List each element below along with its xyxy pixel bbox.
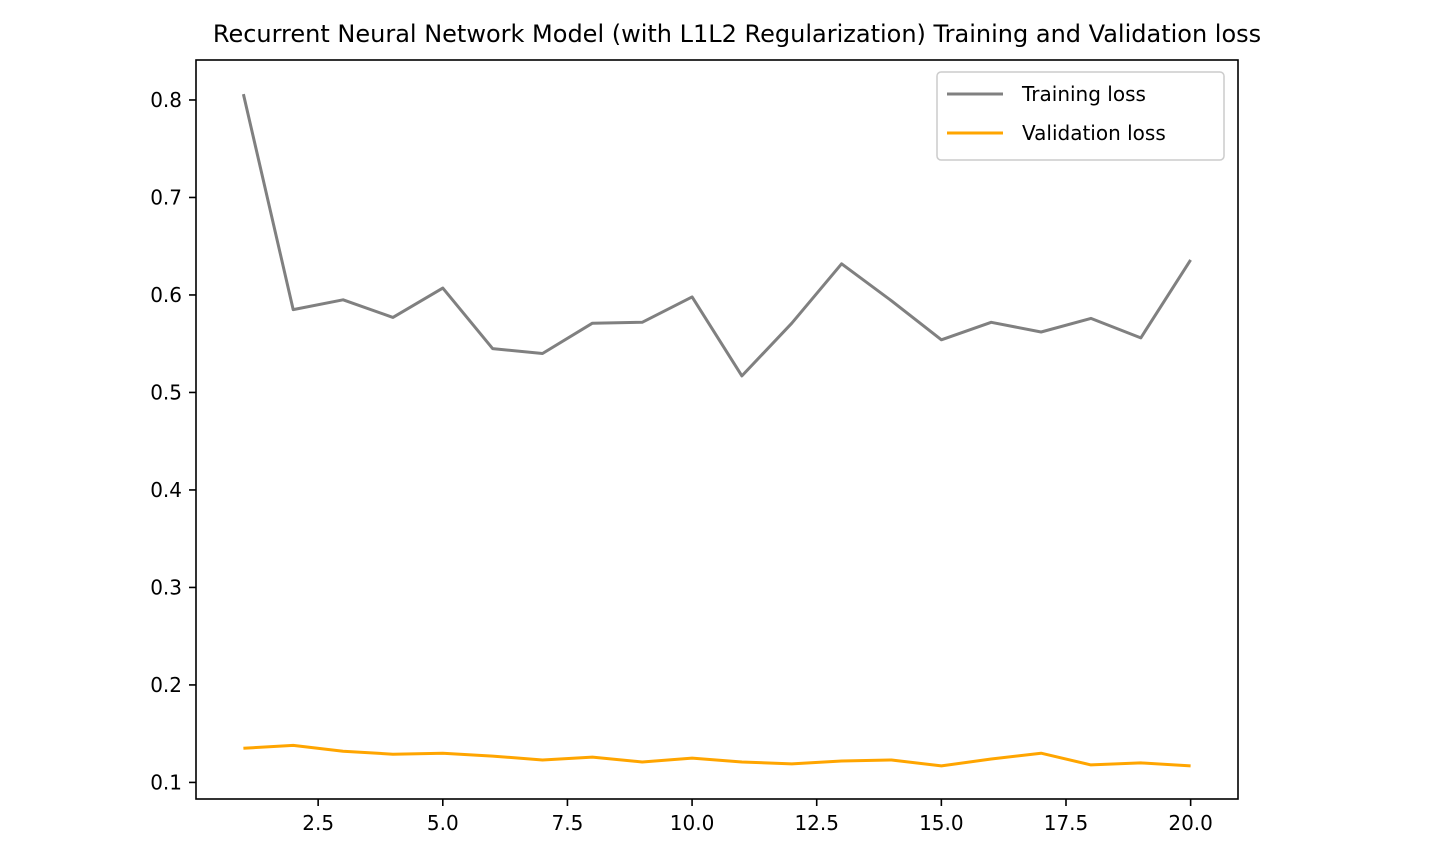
- series-line-validation-loss: [243, 743, 1191, 768]
- x-tick-label: 20.0: [1168, 811, 1213, 835]
- series-line-training-loss: [241, 93, 1192, 378]
- x-tick-label: 10.0: [670, 811, 715, 835]
- legend-box: [936, 71, 1225, 161]
- y-tick-label: 0.5: [150, 380, 182, 404]
- y-tick-label: 0.8: [150, 88, 182, 112]
- x-axis: 2.5 5.0 7.5 10.0 12.5 15.0 17.5 20.0: [302, 799, 1213, 835]
- y-tick-label: 0.3: [150, 575, 182, 599]
- legend-label-training-loss: Training loss: [1021, 82, 1146, 106]
- legend-label-validation-loss: Validation loss: [1022, 121, 1166, 145]
- y-tick-label: 0.1: [150, 770, 182, 794]
- y-tick-label: 0.4: [150, 478, 182, 502]
- x-tick-label: 2.5: [302, 811, 334, 835]
- x-tick-label: 7.5: [552, 811, 584, 835]
- y-tick-label: 0.2: [150, 673, 182, 697]
- chart-title: Recurrent Neural Network Model (with L1L…: [213, 20, 1261, 48]
- legend: Training loss Validation loss: [936, 71, 1225, 161]
- y-tick-label: 0.7: [150, 185, 182, 209]
- plot-area: [195, 59, 1239, 800]
- x-tick-label: 5.0: [427, 811, 459, 835]
- y-axis: 0.1 0.2 0.3 0.4 0.5 0.6 0.7 0.8: [150, 88, 196, 794]
- x-tick-label: 12.5: [794, 811, 839, 835]
- x-tick-label: 17.5: [1044, 811, 1089, 835]
- x-tick-label: 15.0: [919, 811, 964, 835]
- axes-frame: [195, 59, 1239, 800]
- y-tick-label: 0.6: [150, 283, 182, 307]
